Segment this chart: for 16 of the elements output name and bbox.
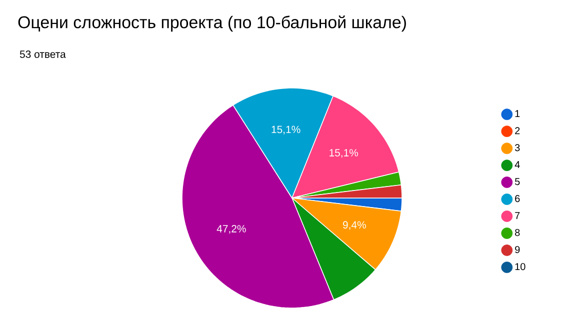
text: 53 ответа xyxy=(20,50,66,58)
legend-label: 6 xyxy=(515,195,520,202)
data-label: 47,2% xyxy=(216,225,246,234)
legend-label: 3 xyxy=(514,144,520,152)
legend-label: 10 xyxy=(515,263,526,270)
data-label: 9,4% xyxy=(342,221,366,230)
legend-label: 1 xyxy=(515,110,520,118)
legend-label: 4 xyxy=(514,161,520,168)
legend-label: 9 xyxy=(515,246,520,254)
legend-label: 5 xyxy=(515,178,520,186)
data-label: 15,1% xyxy=(330,149,358,158)
data-label: 15,1% xyxy=(272,126,300,134)
legend-label: 8 xyxy=(515,229,520,236)
chart-title: Оцени сложность проекта (по 10-бальной шкале) xyxy=(18,16,406,32)
legend-label: 7 xyxy=(515,212,520,219)
legend-label: 2 xyxy=(515,127,520,134)
